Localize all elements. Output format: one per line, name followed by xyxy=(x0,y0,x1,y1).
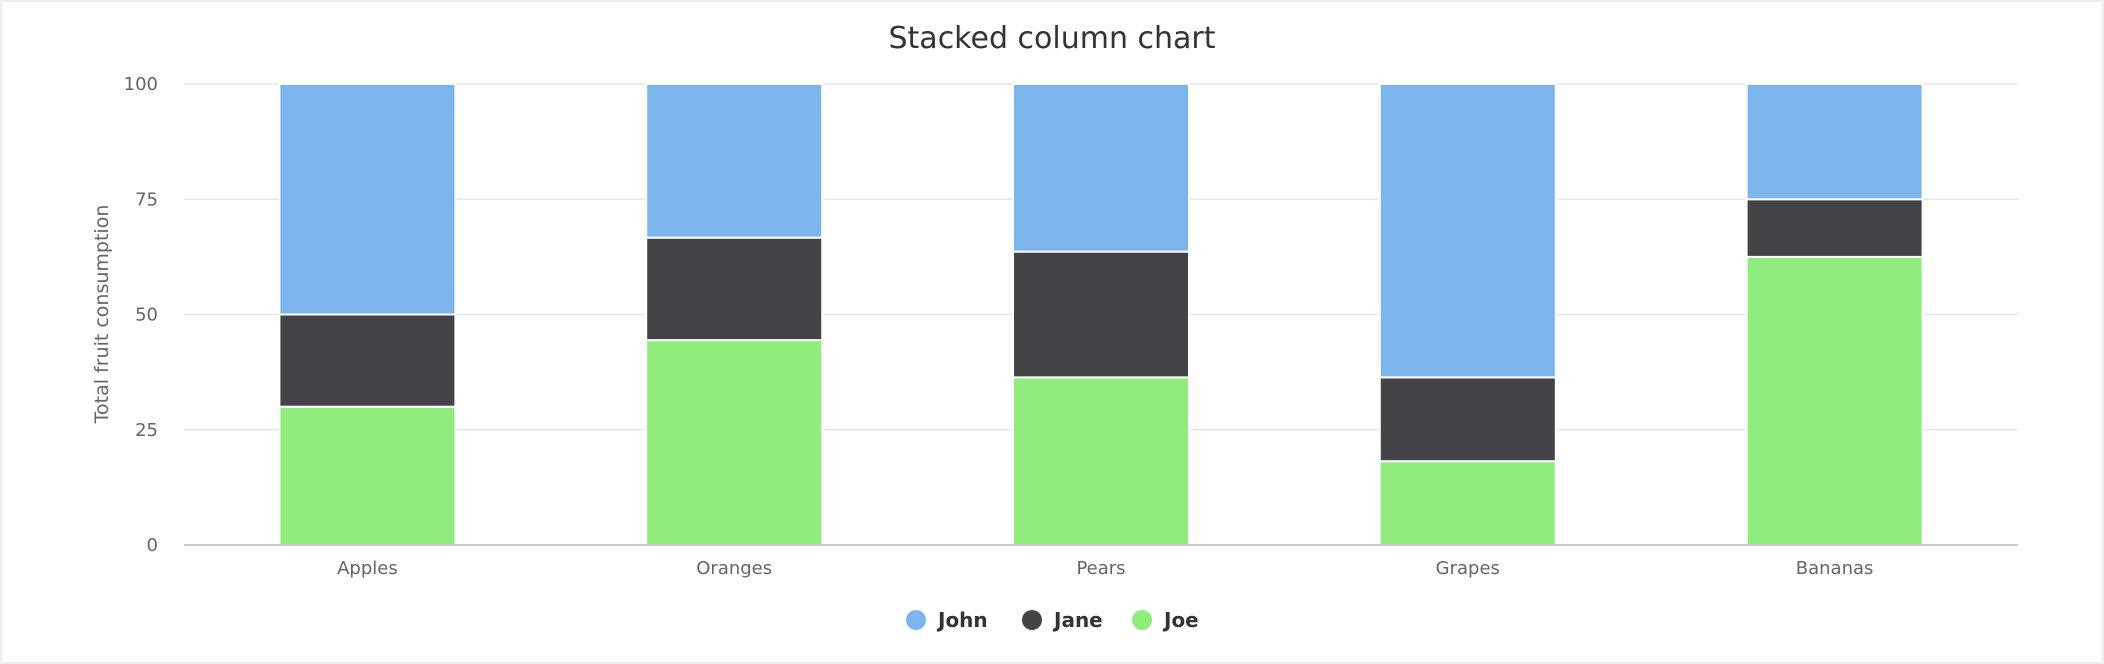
legend-label: John xyxy=(936,608,988,632)
x-tick-label: Bananas xyxy=(1796,558,1874,579)
x-tick-label: Grapes xyxy=(1436,558,1500,579)
bar-segment-john[interactable] xyxy=(645,83,824,239)
bar-segment-jane[interactable] xyxy=(1378,376,1557,463)
legend-marker xyxy=(1022,610,1042,630)
x-tick-label: Apples xyxy=(337,558,398,579)
y-tick-label: 25 xyxy=(135,420,158,441)
legend-item-joe[interactable]: Joe xyxy=(1132,608,1199,632)
y-tick-label: 75 xyxy=(135,189,158,210)
legend-label: Jane xyxy=(1052,608,1103,632)
y-axis-ticks: 0 25 50 75 100 xyxy=(124,74,158,556)
bar-segment-john[interactable] xyxy=(278,83,457,316)
chart-title: Stacked column chart xyxy=(889,21,1216,56)
legend: John Jane Joe xyxy=(906,608,1199,632)
y-tick-label: 0 xyxy=(147,535,158,556)
legend-marker xyxy=(1132,610,1152,630)
bar-segment-jane[interactable] xyxy=(278,313,457,408)
bar-segment-jane[interactable] xyxy=(1745,198,1924,258)
bar-segment-jane[interactable] xyxy=(1012,250,1190,379)
legend-item-jane[interactable]: Jane xyxy=(1022,608,1103,632)
bars xyxy=(278,83,1924,547)
x-tick-label: Pears xyxy=(1076,558,1125,579)
y-tick-label: 50 xyxy=(135,305,158,326)
bar-segment-joe[interactable] xyxy=(1745,255,1924,546)
legend-label: Joe xyxy=(1162,608,1199,632)
legend-marker xyxy=(906,610,926,630)
y-axis-title: Total fruit consumption xyxy=(91,205,113,425)
y-tick-label: 100 xyxy=(124,74,158,95)
bar-segment-joe[interactable] xyxy=(645,339,824,546)
bar-segment-john[interactable] xyxy=(1012,83,1190,253)
legend-item-john[interactable]: John xyxy=(906,608,988,632)
bar-segment-joe[interactable] xyxy=(1012,376,1190,547)
bar-segment-john[interactable] xyxy=(1745,83,1924,201)
bar-segment-joe[interactable] xyxy=(1378,460,1557,547)
x-tick-label: Oranges xyxy=(696,558,772,579)
bar-segment-jane[interactable] xyxy=(645,236,824,342)
bar-segment-john[interactable] xyxy=(1378,83,1557,379)
x-axis-ticks: Apples Oranges Pears Grapes Bananas xyxy=(337,558,1873,579)
bar-segment-joe[interactable] xyxy=(278,405,457,547)
